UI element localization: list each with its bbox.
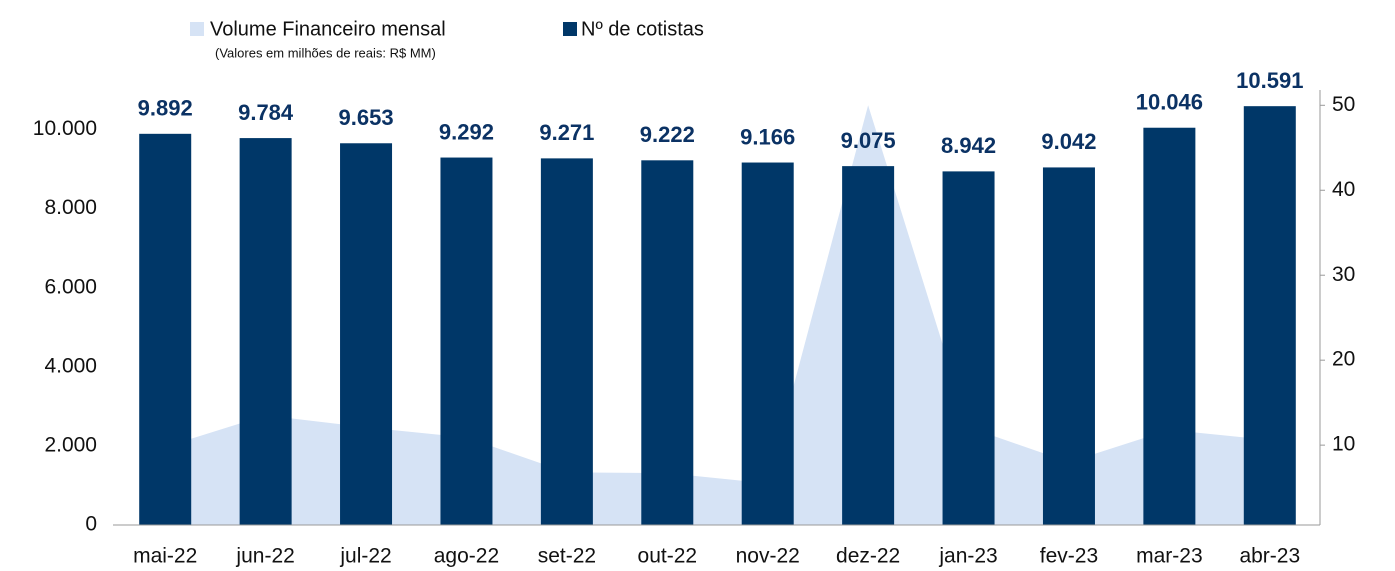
bar xyxy=(1042,167,1095,525)
x-tick-label: dez-22 xyxy=(836,545,900,568)
x-tick-label: ago-22 xyxy=(434,545,499,568)
legend-swatch xyxy=(190,22,204,36)
bar xyxy=(239,138,292,525)
y2-tick-label: 20 xyxy=(1332,348,1355,371)
value-label: 9.075 xyxy=(841,128,896,153)
bar xyxy=(641,160,694,525)
y-tick-label: 2.000 xyxy=(44,433,97,456)
y2-tick-label: 50 xyxy=(1332,93,1355,116)
value-label: 9.892 xyxy=(138,96,193,121)
y-tick-label: 10.000 xyxy=(33,117,97,140)
x-tick-label: fev-23 xyxy=(1040,545,1098,568)
value-label: 9.042 xyxy=(1041,129,1096,154)
y-tick-label: 0 xyxy=(85,513,97,536)
x-tick-label: mai-22 xyxy=(133,545,197,568)
value-label: 9.222 xyxy=(640,122,695,147)
value-label: 10.046 xyxy=(1136,90,1203,115)
value-label: 10.591 xyxy=(1236,68,1303,93)
legend-subtitle: (Valores em milhões de reais: R$ MM) xyxy=(215,45,436,60)
x-tick-label: jun-22 xyxy=(235,545,294,568)
x-tick-label: jul-22 xyxy=(339,545,391,568)
legend-label: Volume Financeiro mensal xyxy=(210,18,446,40)
legend-label: Nº de cotistas xyxy=(581,18,704,40)
y2-tick-label: 10 xyxy=(1332,433,1355,456)
x-tick-label: set-22 xyxy=(538,545,596,568)
x-tick-label: abr-23 xyxy=(1239,545,1300,568)
area xyxy=(165,105,1270,525)
bar xyxy=(942,171,995,525)
value-label: 9.653 xyxy=(339,105,394,130)
y-tick-label: 6.000 xyxy=(44,275,97,298)
legend-swatch xyxy=(563,22,577,36)
value-label: 9.166 xyxy=(740,124,795,149)
bar xyxy=(1243,106,1296,526)
x-tick-label: jan-23 xyxy=(938,545,997,568)
bar xyxy=(741,162,794,525)
bar xyxy=(540,158,593,525)
bar xyxy=(139,133,192,526)
bar xyxy=(1143,127,1196,525)
value-label: 8.942 xyxy=(941,133,996,158)
x-tick-label: nov-22 xyxy=(736,545,800,568)
value-label: 9.271 xyxy=(539,120,594,145)
bar xyxy=(440,157,493,525)
y2-tick-label: 30 xyxy=(1332,263,1355,286)
value-label: 9.784 xyxy=(238,100,294,125)
y-tick-label: 4.000 xyxy=(44,354,97,377)
x-tick-label: out-22 xyxy=(638,545,698,568)
y2-tick-label: 40 xyxy=(1332,178,1355,201)
bar xyxy=(340,143,393,525)
y-tick-label: 8.000 xyxy=(44,196,97,219)
bar xyxy=(842,166,895,525)
x-tick-label: mar-23 xyxy=(1136,545,1203,568)
value-label: 9.292 xyxy=(439,119,494,144)
